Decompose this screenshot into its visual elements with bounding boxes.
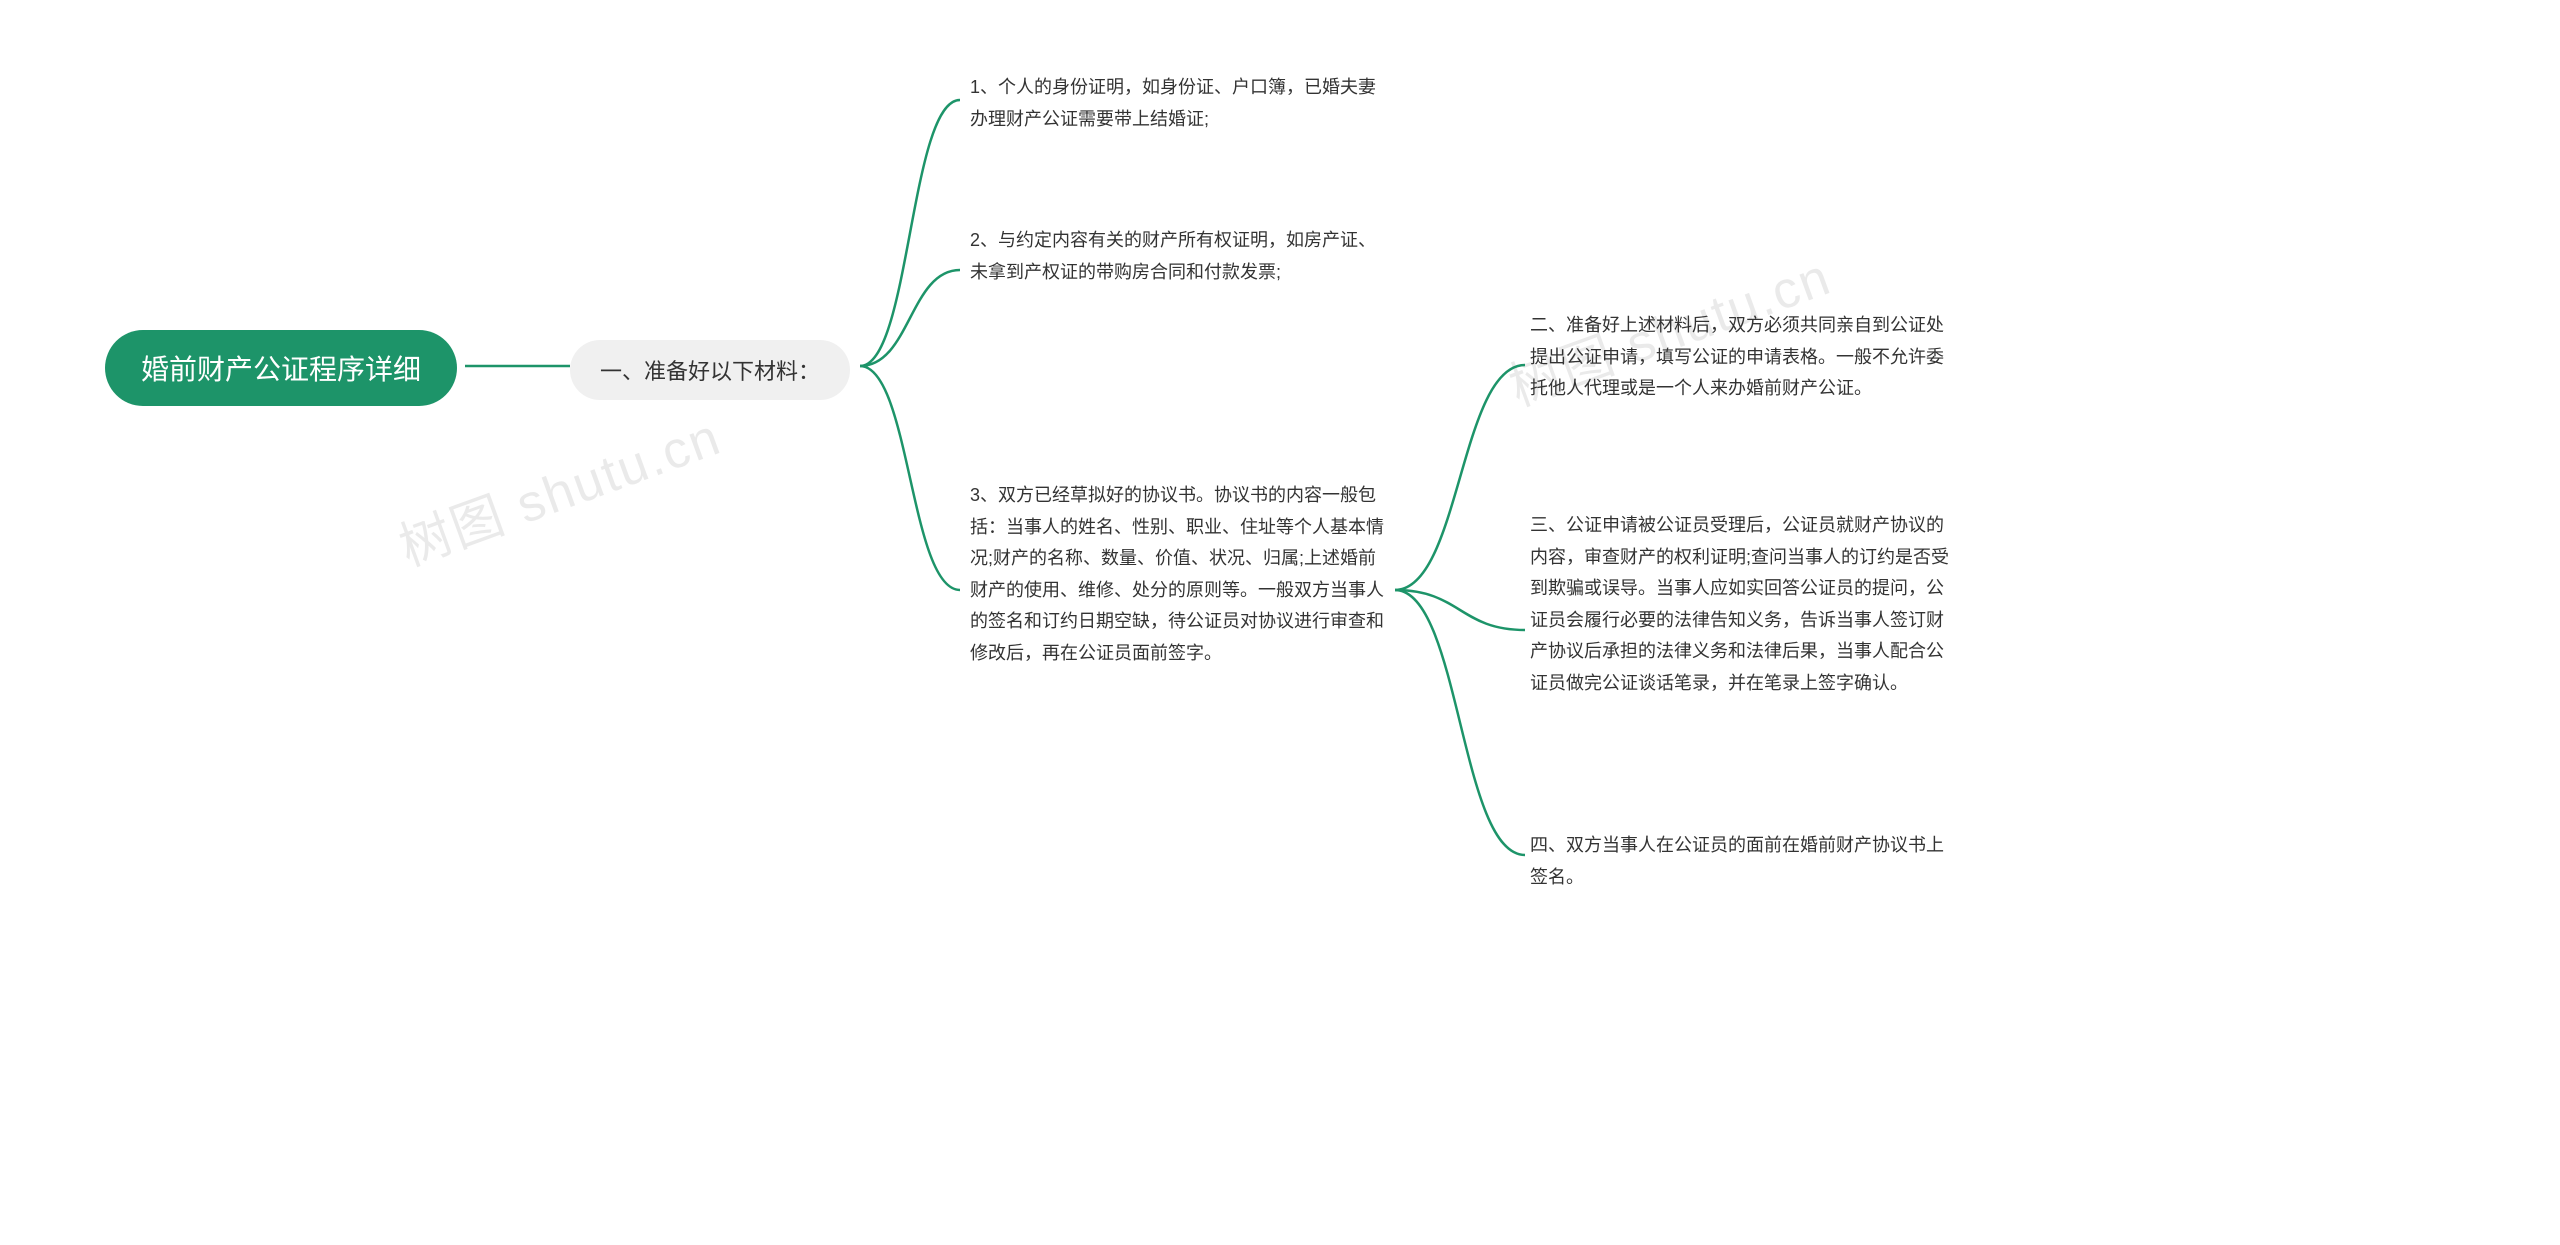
leaf-node-2[interactable]: 2、与约定内容有关的财产所有权证明，如房产证、未拿到产权证的带购房合同和付款发票…: [970, 225, 1390, 288]
leaf2-text: 2、与约定内容有关的财产所有权证明，如房产证、未拿到产权证的带购房合同和付款发票…: [970, 225, 1390, 288]
sub1-text: 二、准备好上述材料后，双方必须共同亲自到公证处提出公证申请，填写公证的申请表格。…: [1530, 310, 1950, 405]
leaf-node-3[interactable]: 3、双方已经草拟好的协议书。协议书的内容一般包括：当事人的姓名、性别、职业、住址…: [970, 480, 1390, 669]
sublevel-node-3[interactable]: 四、双方当事人在公证员的面前在婚前财产协议书上签名。: [1530, 830, 1950, 893]
level1-label: 一、准备好以下材料：: [600, 354, 820, 386]
mindmap-container: 树图 shutu.cn 树图 shutu.cn 婚前财产公证程序详细 一、准备好…: [0, 0, 2560, 1245]
root-label: 婚前财产公证程序详细: [141, 348, 421, 388]
sublevel-node-1[interactable]: 二、准备好上述材料后，双方必须共同亲自到公证处提出公证申请，填写公证的申请表格。…: [1530, 310, 1950, 405]
watermark-1: 树图 shutu.cn: [387, 395, 729, 581]
sublevel-node-2[interactable]: 三、公证申请被公证员受理后，公证员就财产协议的内容，审查财产的权利证明;查问当事…: [1530, 510, 1950, 699]
leaf1-text: 1、个人的身份证明，如身份证、户口簿，已婚夫妻办理财产公证需要带上结婚证;: [970, 72, 1390, 135]
leaf3-text: 3、双方已经草拟好的协议书。协议书的内容一般包括：当事人的姓名、性别、职业、住址…: [970, 480, 1390, 669]
sub3-text: 四、双方当事人在公证员的面前在婚前财产协议书上签名。: [1530, 830, 1950, 893]
root-node[interactable]: 婚前财产公证程序详细: [105, 330, 457, 406]
leaf-node-1[interactable]: 1、个人的身份证明，如身份证、户口簿，已婚夫妻办理财产公证需要带上结婚证;: [970, 72, 1390, 135]
level1-node[interactable]: 一、准备好以下材料：: [570, 340, 850, 400]
sub2-text: 三、公证申请被公证员受理后，公证员就财产协议的内容，审查财产的权利证明;查问当事…: [1530, 510, 1950, 699]
